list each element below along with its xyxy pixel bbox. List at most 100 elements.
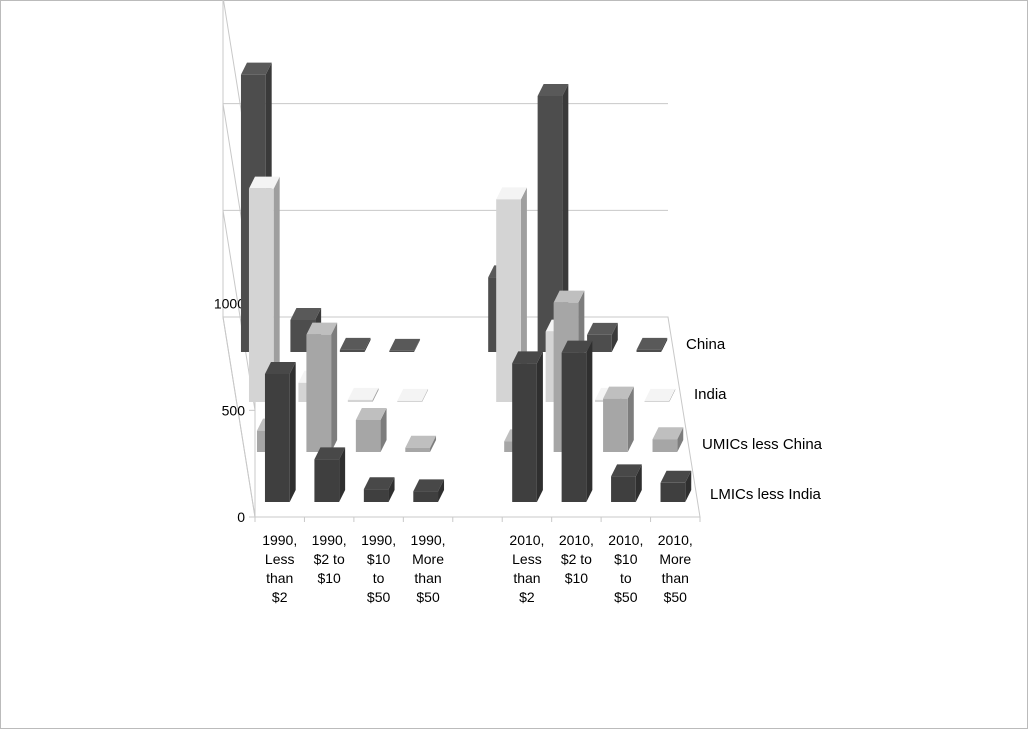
bar-side — [364, 337, 371, 352]
bar-front — [660, 482, 686, 502]
x-tick-label: 1990, $2 to $10 — [312, 532, 347, 586]
y-tick-label: 1000 — [214, 296, 245, 312]
grid-line — [222, 316, 256, 518]
bar-side — [677, 427, 684, 452]
bar-top — [537, 84, 569, 96]
bar-side — [422, 388, 429, 402]
bar-top — [660, 470, 692, 483]
bar-front — [611, 476, 636, 502]
bar-side — [520, 187, 527, 402]
bar — [355, 408, 387, 452]
bar-top — [363, 477, 395, 490]
bar-front — [644, 400, 670, 402]
x-tick-label: 2010, More than $50 — [658, 532, 693, 605]
bar-front — [314, 459, 340, 502]
bar-side — [438, 479, 445, 502]
bar-top — [248, 176, 280, 189]
bar — [660, 470, 692, 502]
bar — [413, 479, 445, 502]
bar-front — [397, 400, 423, 402]
bar-side — [339, 447, 346, 502]
bar-top — [512, 351, 543, 364]
bar-top — [347, 387, 379, 400]
bar-front — [603, 398, 628, 452]
bar — [363, 477, 395, 502]
bar-side — [627, 386, 634, 452]
series-label: UMICs less China — [702, 436, 823, 453]
bar-top — [644, 388, 676, 401]
x-tick-label: 1990, More than $50 — [411, 532, 446, 605]
bar-side — [669, 388, 676, 402]
series-label: China — [686, 336, 726, 353]
bar-top — [264, 362, 296, 374]
bar — [389, 338, 421, 352]
bar-side — [372, 387, 379, 402]
bar-side — [380, 408, 387, 452]
bar-front — [413, 491, 439, 502]
bar — [264, 362, 296, 502]
bar-top — [496, 187, 527, 200]
bar-front — [405, 447, 431, 452]
bar-top — [652, 427, 684, 440]
bar-side — [685, 470, 692, 502]
bar-top — [561, 340, 593, 353]
bar — [512, 351, 543, 502]
bar-top — [389, 338, 421, 351]
bar-top — [306, 322, 338, 335]
series-label: LMICs less India — [710, 486, 822, 503]
bar — [587, 322, 618, 352]
bar — [561, 340, 593, 502]
bar-front — [636, 349, 662, 352]
x-tick-label: 2010, $10 to $50 — [608, 532, 643, 605]
bar-top — [553, 290, 585, 303]
bar-top — [587, 322, 618, 335]
bar-top — [413, 479, 445, 492]
bar-front — [512, 363, 537, 502]
bar-top — [611, 464, 642, 477]
bar-side — [611, 322, 618, 352]
bar-side — [661, 337, 668, 352]
bar-front — [587, 334, 612, 352]
x-tick-label: 2010, $2 to $10 — [559, 532, 594, 586]
bar-side — [388, 477, 395, 502]
bar-top — [339, 337, 371, 350]
bar-front — [339, 349, 365, 352]
bar-top — [314, 447, 346, 460]
bar — [314, 447, 346, 502]
y-tick-label: 500 — [222, 402, 246, 418]
bar-front — [561, 352, 587, 502]
bar-top — [290, 308, 322, 320]
bar — [636, 337, 668, 352]
x-tick-label: 2010, Less than $2 — [509, 532, 544, 605]
bar — [644, 388, 676, 402]
bar-side — [414, 338, 421, 352]
x-tick-label: 1990, $10 to $50 — [361, 532, 396, 605]
bar — [611, 464, 642, 502]
bar — [603, 386, 634, 452]
bar — [339, 337, 371, 352]
bar-front — [306, 334, 332, 452]
bar — [652, 427, 684, 452]
bar-front — [347, 399, 373, 402]
bar-top — [405, 435, 437, 448]
bar-side — [536, 351, 543, 502]
series-label: India — [694, 386, 727, 403]
bar-side — [273, 176, 280, 402]
bar-side — [562, 84, 569, 352]
bar-side — [430, 435, 437, 452]
bar-side — [586, 340, 593, 502]
bar-front — [363, 489, 389, 502]
bar — [405, 435, 437, 452]
bar-front — [389, 350, 415, 352]
bar-top — [355, 408, 387, 420]
bar-top — [240, 62, 272, 75]
bar-front — [355, 420, 381, 452]
bar-top — [397, 388, 429, 401]
bar — [306, 322, 338, 452]
bar — [347, 387, 379, 402]
bar-front — [652, 439, 678, 452]
bar-side — [331, 322, 338, 452]
bar — [397, 388, 429, 402]
y-tick-label: 0 — [237, 509, 245, 525]
